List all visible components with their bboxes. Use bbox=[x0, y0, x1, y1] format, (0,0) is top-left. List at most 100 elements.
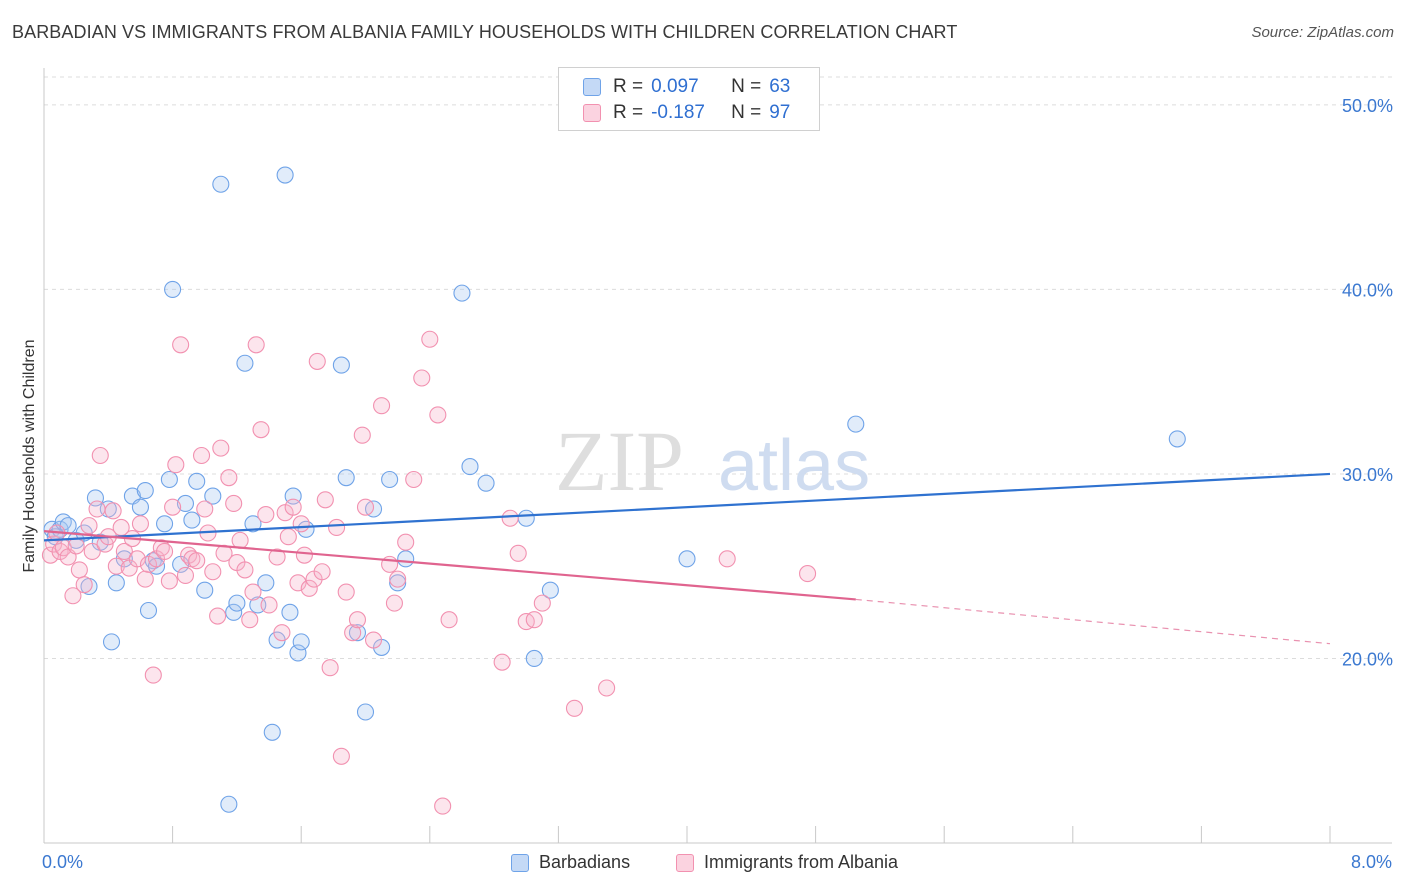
albania-point-86 bbox=[429, 406, 447, 424]
albania-point-75 bbox=[353, 426, 371, 444]
barbadian-point-32 bbox=[228, 594, 246, 612]
albania-point-34 bbox=[176, 566, 195, 584]
barbadian-point-48 bbox=[356, 703, 375, 721]
albania-point-74 bbox=[348, 611, 367, 629]
albania-point-73 bbox=[344, 624, 362, 642]
barbadian-point-11 bbox=[102, 633, 121, 651]
barbadian-point-15 bbox=[131, 498, 149, 516]
albania-point-41 bbox=[204, 563, 222, 581]
barbadian-point-16 bbox=[136, 482, 154, 500]
albania-point-46 bbox=[225, 494, 243, 513]
barbadian-point-8 bbox=[86, 489, 104, 507]
albania-point-32 bbox=[167, 456, 185, 474]
albania-point-81 bbox=[389, 570, 407, 588]
barbadian-point-52 bbox=[389, 574, 407, 592]
albania-point-9 bbox=[75, 576, 93, 594]
albania-point-85 bbox=[421, 330, 439, 348]
albania-point-38 bbox=[192, 446, 211, 465]
albania-point-11 bbox=[83, 542, 101, 561]
albania-point-24 bbox=[136, 570, 154, 588]
albania-point-61 bbox=[289, 574, 307, 592]
legend-swatch-blue bbox=[583, 78, 601, 96]
barbadian-point-33 bbox=[236, 354, 254, 372]
albania-point-80 bbox=[385, 594, 403, 612]
bottom-swatch-blue bbox=[511, 853, 529, 872]
albania-point-33 bbox=[172, 336, 190, 354]
barbadian-point-43 bbox=[292, 633, 310, 651]
bottom-legend-label-1: Barbadians bbox=[539, 852, 631, 872]
albania-point-77 bbox=[364, 631, 383, 649]
legend-n-value-1: 63 bbox=[769, 76, 791, 97]
albania-point-76 bbox=[356, 498, 375, 516]
stats-legend: R = 0.097 N = 63 R = -0.187 N = 97 bbox=[558, 67, 820, 131]
albania-point-96 bbox=[598, 679, 616, 697]
albania-point-49 bbox=[236, 561, 254, 579]
barbadian-point-20 bbox=[156, 515, 174, 533]
albania-point-22 bbox=[128, 550, 146, 568]
barbadian-point-28 bbox=[204, 487, 222, 505]
albania-point-55 bbox=[260, 596, 278, 614]
barbadian-point-45 bbox=[332, 356, 350, 374]
x-tick-min: 0.0% bbox=[42, 852, 84, 872]
albania-point-26 bbox=[144, 666, 162, 684]
albania-point-66 bbox=[308, 352, 326, 370]
bottom-legend-label-2: Immigrants from Albania bbox=[704, 852, 899, 872]
barbadian-point-17 bbox=[139, 601, 158, 620]
albania-point-83 bbox=[405, 470, 423, 489]
legend-row-barbadians: R = 0.097 N = 63 bbox=[583, 75, 790, 99]
axes bbox=[43, 68, 1392, 844]
barbadian-point-55 bbox=[461, 458, 479, 476]
albania-point-45 bbox=[220, 469, 238, 487]
trend-lines bbox=[43, 472, 1331, 645]
barbadian-point-40 bbox=[281, 603, 299, 621]
barbadian-point-26 bbox=[188, 472, 206, 490]
barbadian-point-34 bbox=[244, 515, 262, 533]
albania-point-48 bbox=[231, 531, 249, 549]
trend-line-albania-extrapolated bbox=[855, 598, 1331, 645]
watermark-atlas: atlas bbox=[718, 426, 870, 506]
albania-point-23 bbox=[131, 515, 149, 533]
barbadian-point-39 bbox=[276, 166, 294, 184]
albania-point-53 bbox=[252, 421, 270, 439]
albania-point-95 bbox=[565, 699, 584, 717]
albania-point-39 bbox=[196, 500, 214, 518]
bottom-legend-albania: Immigrants from Albania bbox=[676, 852, 898, 873]
barbadian-point-61 bbox=[847, 415, 865, 433]
legend-r-label-2: R = bbox=[613, 102, 644, 123]
chart-title: BARBADIAN VS IMMIGRANTS FROM ALBANIA FAM… bbox=[12, 22, 958, 42]
legend-n-label: N = bbox=[731, 76, 762, 97]
legend-n-value-2: 97 bbox=[769, 102, 791, 123]
albania-point-82 bbox=[397, 533, 415, 551]
albania-point-6 bbox=[64, 587, 82, 605]
albania-point-52 bbox=[247, 336, 265, 354]
legend-row-albania: R = -0.187 N = 97 bbox=[583, 101, 790, 125]
barbadian-point-21 bbox=[160, 470, 178, 489]
albania-point-84 bbox=[413, 369, 431, 387]
albania-point-50 bbox=[241, 611, 259, 629]
albania-point-94 bbox=[533, 594, 551, 612]
albania-point-56 bbox=[268, 548, 286, 566]
x-tick-max: 8.0% bbox=[1350, 852, 1392, 872]
albania-point-19 bbox=[115, 542, 133, 561]
legend-r-label: R = bbox=[613, 76, 644, 97]
albania-point-59 bbox=[279, 528, 297, 546]
albania-point-67 bbox=[313, 563, 331, 581]
series-barbadians-points bbox=[43, 166, 1186, 813]
watermark-zip: ZIP bbox=[555, 413, 684, 509]
barbadian-point-30 bbox=[220, 795, 238, 813]
albania-point-43 bbox=[212, 439, 230, 457]
barbadian-point-62 bbox=[1168, 430, 1186, 448]
albania-point-57 bbox=[273, 624, 291, 642]
albania-point-88 bbox=[440, 611, 458, 629]
albania-point-30 bbox=[160, 572, 178, 590]
bottom-legend-barbadians: Barbadians bbox=[511, 852, 630, 873]
barbadian-point-24 bbox=[176, 494, 195, 513]
y-tick-label-1: 30.0% bbox=[1342, 465, 1393, 485]
trend-line-barbadians bbox=[43, 472, 1331, 542]
albania-point-7 bbox=[67, 537, 85, 555]
albania-point-89 bbox=[493, 653, 511, 671]
albania-point-78 bbox=[373, 397, 391, 415]
y-tick-label-3: 50.0% bbox=[1342, 96, 1393, 116]
barbadian-point-59 bbox=[541, 581, 559, 599]
albania-point-98 bbox=[799, 565, 817, 583]
